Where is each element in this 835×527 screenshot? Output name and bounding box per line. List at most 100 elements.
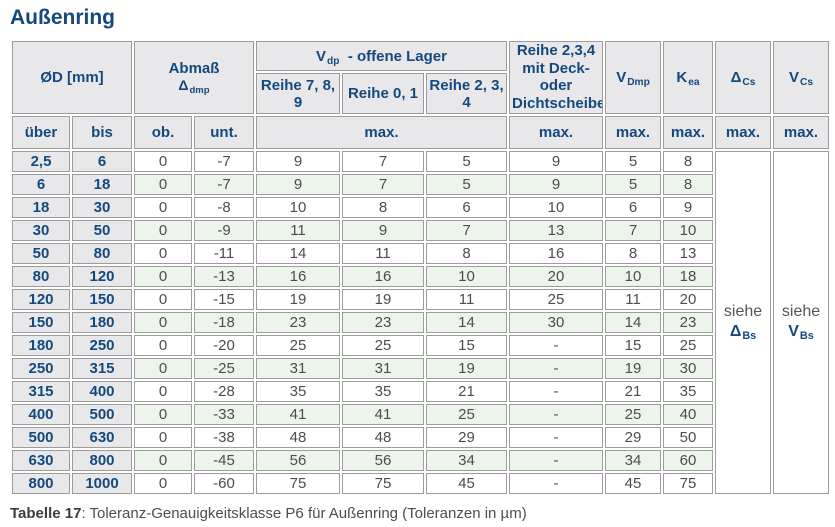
vdp-symbol: Vdp: [316, 47, 340, 67]
value-cell: 23: [256, 311, 340, 333]
value-cell: 7: [342, 173, 424, 195]
value-cell: 5: [605, 173, 662, 195]
value-cell: 5: [426, 150, 508, 172]
value-cell: 16: [256, 265, 340, 287]
value-cell: 21: [426, 380, 508, 402]
value-cell: 25: [256, 334, 340, 356]
value-cell: 20: [663, 288, 714, 310]
header-row-max: über bis ob. unt. max. max. max. max. ma…: [12, 115, 830, 149]
value-cell: -: [509, 334, 604, 356]
value-cell: 25: [663, 334, 714, 356]
value-cell: 21: [605, 380, 662, 402]
header-max-deck: max.: [509, 115, 604, 149]
header-max-dcs: max.: [715, 115, 772, 149]
diameter-cell: 150: [12, 311, 70, 333]
value-cell: 0: [134, 265, 192, 287]
value-cell: 50: [663, 426, 714, 448]
table-row: 2,5 6 0 -7 9 7 5 9 5 8 siehe ΔBs siehe VBs: [12, 150, 830, 494]
value-cell: 11: [426, 288, 508, 310]
header-row-series: Reihe 7, 8, 9 Reihe 0, 1 Reihe 2, 3, 4: [12, 73, 829, 114]
value-cell: 11: [256, 219, 340, 241]
value-cell: -: [509, 403, 604, 425]
header-delta-cs: ΔCs: [715, 41, 772, 114]
value-cell: -25: [194, 357, 254, 379]
value-cell: 30: [509, 311, 604, 333]
diameter-cell: 800: [12, 472, 70, 494]
value-cell: 9: [256, 150, 340, 172]
table-row: 80 120 0 -13 16 16 10 20 10 18: [12, 265, 829, 287]
value-cell: -7: [194, 150, 254, 172]
header-uber: über: [12, 115, 70, 149]
header-reihe-789: Reihe 7, 8, 9: [256, 73, 340, 114]
value-cell: 41: [256, 403, 340, 425]
value-cell: 0: [134, 449, 192, 471]
caption-number: Tabelle 17: [10, 504, 82, 522]
diameter-cell: 50: [12, 242, 70, 264]
diameter-cell: 6: [12, 173, 70, 195]
value-cell: 23: [663, 311, 714, 333]
value-cell: 19: [256, 288, 340, 310]
header-unt: unt.: [194, 115, 254, 149]
value-cell: 0: [134, 150, 192, 172]
diameter-cell: 30: [72, 196, 132, 218]
value-cell: -60: [194, 472, 254, 494]
diameter-cell: 630: [72, 426, 132, 448]
diameter-cell: 500: [72, 403, 132, 425]
header-max-vcs: max.: [773, 115, 830, 149]
diameter-cell: 400: [72, 380, 132, 402]
value-cell: 9: [509, 150, 604, 172]
see-delta-bs-cell: siehe ΔBs: [715, 150, 772, 494]
value-cell: 9: [256, 173, 340, 195]
table-row: 500 630 0 -38 48 48 29-29 50: [12, 426, 829, 448]
value-cell: 5: [605, 150, 662, 172]
value-cell: 29: [605, 426, 662, 448]
value-cell: -45: [194, 449, 254, 471]
value-cell: 15: [426, 334, 508, 356]
value-cell: -11: [194, 242, 254, 264]
value-cell: 30: [663, 357, 714, 379]
value-cell: 56: [256, 449, 340, 471]
value-cell: 16: [509, 242, 604, 264]
value-cell: 19: [426, 357, 508, 379]
value-cell: 16: [342, 265, 424, 287]
value-cell: 8: [663, 150, 714, 172]
header-max-vdp: max.: [256, 115, 508, 149]
diameter-cell: 315: [72, 357, 132, 379]
delta-dmp-symbol: Δdmp: [178, 77, 210, 97]
value-cell: 0: [134, 242, 192, 264]
value-cell: 8: [342, 196, 424, 218]
value-cell: 10: [663, 219, 714, 241]
value-cell: 41: [342, 403, 424, 425]
table-row: 800 1000 0 -60 75 75 45-45 75: [12, 472, 829, 494]
diameter-cell: 180: [12, 334, 70, 356]
table-header: ØD [mm] Abmaß Δdmp Vdp - offene Lager Re…: [12, 41, 830, 149]
diameter-cell: 800: [72, 449, 132, 471]
value-cell: 6: [605, 196, 662, 218]
table-row: 120 150 0 -15 19 19 11 25 11 20: [12, 288, 829, 310]
value-cell: -28: [194, 380, 254, 402]
diameter-cell: 50: [72, 219, 132, 241]
value-cell: 10: [426, 265, 508, 287]
value-cell: 25: [342, 334, 424, 356]
value-cell: 19: [342, 288, 424, 310]
value-cell: -8: [194, 196, 254, 218]
value-cell: 9: [663, 196, 714, 218]
diameter-cell: 30: [12, 219, 70, 241]
see-symbol: ΔBs: [729, 323, 757, 343]
value-cell: -: [509, 472, 604, 494]
diameter-cell: 250: [12, 357, 70, 379]
value-cell: 25: [426, 403, 508, 425]
table-row: 315 400 0 -28 35 35 21-21 35: [12, 380, 829, 402]
diameter-cell: 120: [72, 265, 132, 287]
value-cell: 0: [134, 403, 192, 425]
value-cell: 31: [342, 357, 424, 379]
value-cell: 29: [426, 426, 508, 448]
value-cell: 10: [509, 196, 604, 218]
value-cell: 13: [509, 219, 604, 241]
diameter-cell: 630: [12, 449, 70, 471]
value-cell: 13: [663, 242, 714, 264]
value-cell: -13: [194, 265, 254, 287]
page-title: Außenring: [10, 6, 115, 29]
value-cell: 45: [605, 472, 662, 494]
header-ob: ob.: [134, 115, 192, 149]
